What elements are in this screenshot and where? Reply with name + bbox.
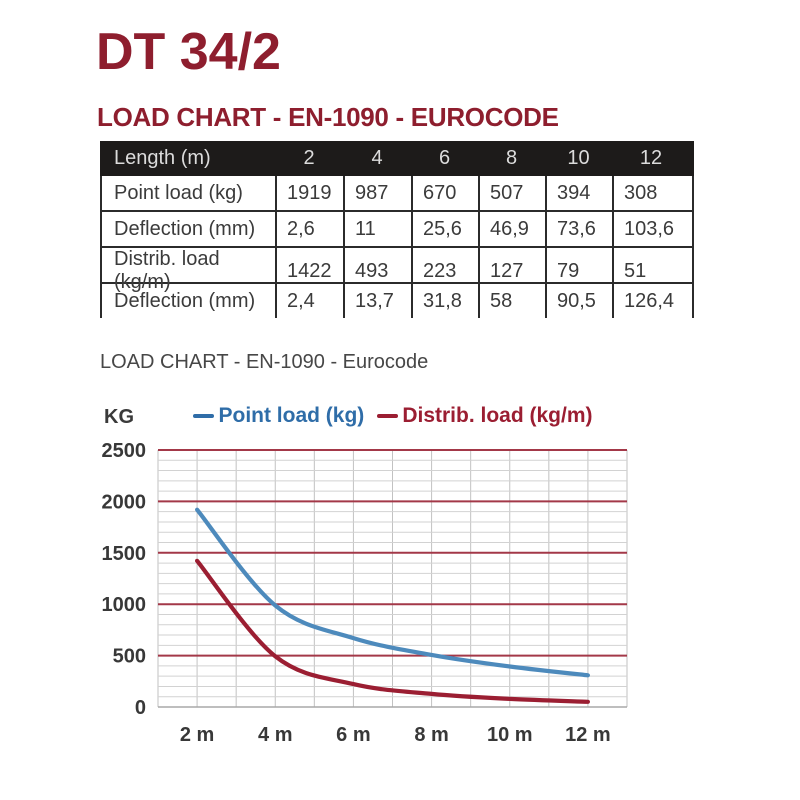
row-label: Point load (kg) [114,181,243,204]
load-table: Length (m) 2 4 6 8 10 12 Point load (kg) 1919 98… [100,141,694,318]
x-tick-label: 2 m [180,724,214,746]
table-cell: 103,6 [612,212,688,246]
y-tick-label: 1500 [102,543,147,565]
table-cell: 51 [612,248,688,294]
table-cell: 670 [411,176,478,210]
legend-label: Point load (kg) [218,404,365,427]
legend-item: Point load (kg) [193,404,364,428]
table-cell: 987 [343,176,411,210]
y-tick-label: 1000 [102,594,147,616]
row-label: Deflection (mm) [114,289,256,312]
row-label: Distrib. load (kg/m) [114,248,220,293]
x-tick-label: 8 m [414,724,448,746]
row-label: Deflection (mm) [114,217,256,240]
y-tick-label: 500 [113,646,146,668]
x-tick-label: 12 m [565,724,611,746]
table-cell: 493 [343,248,411,294]
legend-line-swatch [377,414,399,418]
legend-label: Distrib. load (kg/m) [402,404,593,427]
table-cell: 79 [545,248,612,294]
header-cell: 8 [505,147,518,169]
y-axis-unit-label: KG [104,406,134,428]
table-row: Deflection (mm) 2,4 13,7 31,8 58 90,5 126,4 [102,282,692,318]
page-title: DT 34/2 [96,23,281,81]
table-row: Distrib. load (kg/m) 1422 493 223 127 79 51 [102,246,692,294]
y-tick-label: 2500 [102,440,147,462]
table-row: Point load (kg) 1919 987 670 507 394 308 [102,176,692,210]
table-cell: 2,4 [275,284,343,318]
table-cell: 223 [411,248,478,294]
distrib-load-kg-m-curve [195,558,590,704]
header-cell: 10 [567,147,590,169]
header-cell: 12 [639,147,663,169]
table-cell: 73,6 [545,212,612,246]
x-tick-label: 4 m [258,724,292,746]
x-tick-label: 10 m [487,724,533,746]
header-cell: 4 [371,147,383,169]
y-tick-label: 2000 [102,491,147,513]
table-cell: 31,8 [411,284,478,318]
table-cell: 25,6 [411,212,478,246]
table-cell: 1422 [275,248,343,294]
section-heading: LOAD CHART - EN-1090 - EUROCODE [97,102,559,132]
y-tick-label: 0 [135,697,146,719]
chart-title: LOAD CHART - EN-1090 - Eurocode [100,351,429,373]
header-cell: 6 [438,147,451,169]
point-load-kg-curve [195,507,590,678]
legend-line-swatch [193,414,215,418]
table-cell: 58 [478,284,545,318]
table-header-row: Length (m) 2 4 6 8 10 12 [100,141,694,176]
table-cell: 1919 [275,176,343,210]
table-cell: 127 [478,248,545,294]
table-cell: 126,4 [612,284,688,318]
table-cell: 90,5 [545,284,612,318]
table-cell: 11 [343,212,411,246]
table-cell: 46,9 [478,212,545,246]
header-cell: 2 [303,147,315,169]
header-row-label: Length (m) [114,147,211,169]
chart-legend: Point load (kg) Distrib. load (kg/m) [158,402,628,430]
table-body: Point load (kg) 1919 987 670 507 394 308 Deflec… [100,176,694,318]
x-tick-label: 6 m [336,724,370,746]
table-cell: 394 [545,176,612,210]
load-chart: 0 500 1000 1500 2000 2500 2 m 4 m 6 m 8 m 10 m 12 m [102,440,628,746]
table-cell: 2,6 [275,212,343,246]
legend-item: Distrib. load (kg/m) [377,404,593,428]
table-cell: 507 [478,176,545,210]
table-cell: 13,7 [343,284,411,318]
table-row: Deflection (mm) 2,6 11 25,6 46,9 73,6 103,6 [102,210,692,246]
table-cell: 308 [612,176,688,210]
